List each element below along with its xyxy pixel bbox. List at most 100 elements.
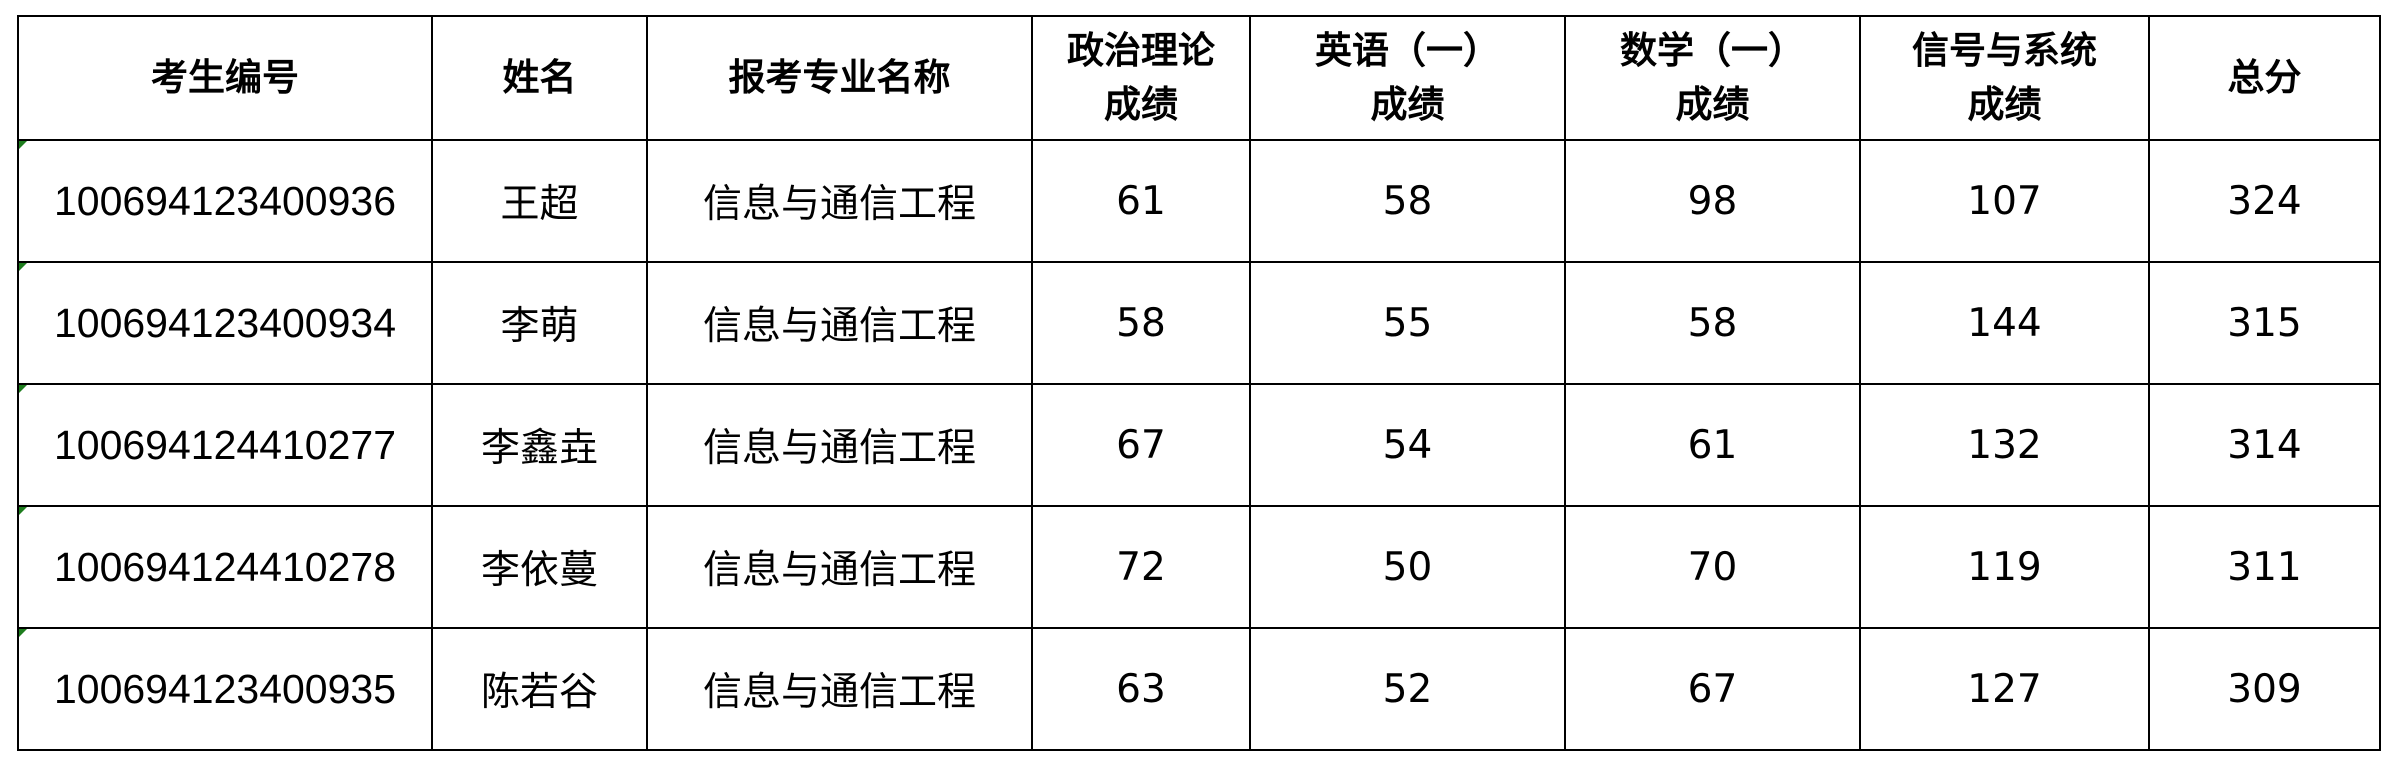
- cell-name[interactable]: 王超: [431, 139, 648, 263]
- table-row: 100694123400935 陈若谷 信息与通信工程 63 52 67 127 309: [17, 627, 2381, 751]
- cell-math-score[interactable]: 61: [1564, 383, 1861, 507]
- cell-text: 132: [1967, 422, 2042, 468]
- cell-candidate-id[interactable]: 100694123400934: [17, 261, 433, 385]
- cell-text: 信息与通信工程: [702, 304, 976, 349]
- cell-total-score[interactable]: 314: [2148, 383, 2381, 507]
- header-text: 成绩: [1370, 83, 1445, 126]
- table-row: 100694123400934 李萌 信息与通信工程 58 55 58 144 315: [17, 261, 2381, 385]
- cell-text: 67: [1687, 666, 1738, 712]
- header-text: 考生编号: [151, 56, 299, 99]
- cell-signals-score[interactable]: 119: [1859, 505, 2150, 629]
- cell-text: 陈若谷: [480, 670, 598, 715]
- cell-math-score[interactable]: 67: [1564, 627, 1861, 751]
- cell-politics-score[interactable]: 61: [1031, 139, 1251, 263]
- cell-text: 50: [1382, 544, 1433, 590]
- cell-politics-score[interactable]: 63: [1031, 627, 1251, 751]
- cell-english-score[interactable]: 55: [1249, 261, 1566, 385]
- cell-name[interactable]: 陈若谷: [431, 627, 648, 751]
- cell-text: 324: [2227, 178, 2302, 224]
- header-candidate-id: 考生编号: [17, 15, 433, 141]
- header-total-score: 总分: [2148, 15, 2381, 141]
- cell-text: 58: [1116, 300, 1166, 346]
- cell-text: 信息与通信工程: [702, 182, 976, 227]
- cell-major[interactable]: 信息与通信工程: [646, 261, 1033, 385]
- cell-signals-score[interactable]: 107: [1859, 139, 2150, 263]
- number-as-text-indicator-icon: [19, 629, 27, 637]
- header-text: 政治理论: [1067, 29, 1215, 72]
- cell-text: 信息与通信工程: [702, 426, 976, 471]
- cell-english-score[interactable]: 54: [1249, 383, 1566, 507]
- cell-english-score[interactable]: 52: [1249, 627, 1566, 751]
- cell-math-score[interactable]: 58: [1564, 261, 1861, 385]
- cell-major[interactable]: 信息与通信工程: [646, 505, 1033, 629]
- header-signals-score: 信号与系统 成绩: [1859, 15, 2150, 141]
- cell-major[interactable]: 信息与通信工程: [646, 627, 1033, 751]
- cell-text: 144: [1967, 300, 2042, 346]
- cell-total-score[interactable]: 311: [2148, 505, 2381, 629]
- cell-candidate-id[interactable]: 100694123400936: [17, 139, 433, 263]
- header-row: 考生编号 姓名 报考专业名称 政治理论 成绩 英语（一） 成绩 数学（一） 成绩 信号与系统 成绩总…: [17, 15, 2381, 141]
- number-as-text-indicator-icon: [19, 385, 27, 393]
- cell-text: 100694123400934: [53, 299, 397, 346]
- cell-politics-score[interactable]: 72: [1031, 505, 1251, 629]
- cell-text: 98: [1687, 178, 1738, 224]
- cell-total-score[interactable]: 324: [2148, 139, 2381, 263]
- table-row: 100694124410277 李鑫垚 信息与通信工程 67 54 61 132 314: [17, 383, 2381, 507]
- cell-signals-score[interactable]: 132: [1859, 383, 2150, 507]
- header-text: 数学（一）: [1620, 29, 1805, 72]
- cell-candidate-id[interactable]: 100694124410278: [17, 505, 433, 629]
- table-row: 100694123400936 王超 信息与通信工程 61 58 98 107 324: [17, 139, 2381, 263]
- cell-english-score[interactable]: 58: [1249, 139, 1566, 263]
- cell-text: 61: [1116, 178, 1166, 224]
- cell-major[interactable]: 信息与通信工程: [646, 383, 1033, 507]
- score-table: 考生编号 姓名 报考专业名称 政治理论 成绩 英语（一） 成绩 数学（一） 成绩 信号与系统 成绩总…: [17, 15, 2381, 751]
- cell-text: 315: [2227, 300, 2302, 346]
- header-text: 成绩: [1675, 83, 1750, 126]
- number-as-text-indicator-icon: [19, 507, 27, 515]
- cell-text: 72: [1116, 544, 1166, 590]
- header-english-score: 英语（一） 成绩: [1249, 15, 1566, 141]
- cell-name[interactable]: 李鑫垚: [431, 383, 648, 507]
- cell-text: 107: [1967, 178, 2042, 224]
- cell-math-score[interactable]: 98: [1564, 139, 1861, 263]
- cell-text: 100694124410277: [53, 421, 397, 468]
- cell-text: 100694123400936: [53, 177, 397, 224]
- header-text: 成绩: [1967, 83, 2042, 126]
- table-row: 100694124410278 李依蔓 信息与通信工程 72 50 70 119 311: [17, 505, 2381, 629]
- header-text: 英语（一）: [1315, 29, 1500, 72]
- cell-name[interactable]: 李萌: [431, 261, 648, 385]
- cell-text: 309: [2227, 666, 2302, 712]
- cell-total-score[interactable]: 315: [2148, 261, 2381, 385]
- cell-name[interactable]: 李依蔓: [431, 505, 648, 629]
- cell-text: 127: [1967, 666, 2042, 712]
- cell-text: 信息与通信工程: [702, 548, 976, 593]
- header-politics-score: 政治理论 成绩: [1031, 15, 1251, 141]
- cell-politics-score[interactable]: 58: [1031, 261, 1251, 385]
- cell-total-score[interactable]: 309: [2148, 627, 2381, 751]
- header-name: 姓名: [431, 15, 648, 141]
- cell-major[interactable]: 信息与通信工程: [646, 139, 1033, 263]
- cell-candidate-id[interactable]: 100694123400935: [17, 627, 433, 751]
- cell-text: 54: [1382, 422, 1433, 468]
- cell-text: 314: [2227, 422, 2302, 468]
- header-text: 姓名: [502, 56, 577, 99]
- cell-text: 61: [1687, 422, 1738, 468]
- header-text: 信号与系统: [1912, 29, 2097, 72]
- cell-signals-score[interactable]: 127: [1859, 627, 2150, 751]
- cell-english-score[interactable]: 50: [1249, 505, 1566, 629]
- cell-text: 58: [1687, 300, 1738, 346]
- cell-text: 52: [1382, 666, 1433, 712]
- cell-text: 李鑫垚: [480, 426, 598, 471]
- cell-politics-score[interactable]: 67: [1031, 383, 1251, 507]
- cell-text: 311: [2227, 544, 2302, 590]
- cell-math-score[interactable]: 70: [1564, 505, 1861, 629]
- number-as-text-indicator-icon: [19, 263, 27, 271]
- cell-text: 67: [1116, 422, 1166, 468]
- cell-text: 信息与通信工程: [702, 670, 976, 715]
- cell-candidate-id[interactable]: 100694124410277: [17, 383, 433, 507]
- cell-text: 70: [1687, 544, 1738, 590]
- cell-text: 58: [1382, 178, 1433, 224]
- cell-signals-score[interactable]: 144: [1859, 261, 2150, 385]
- number-as-text-indicator-icon: [19, 141, 27, 149]
- cell-text: 李萌: [500, 304, 579, 349]
